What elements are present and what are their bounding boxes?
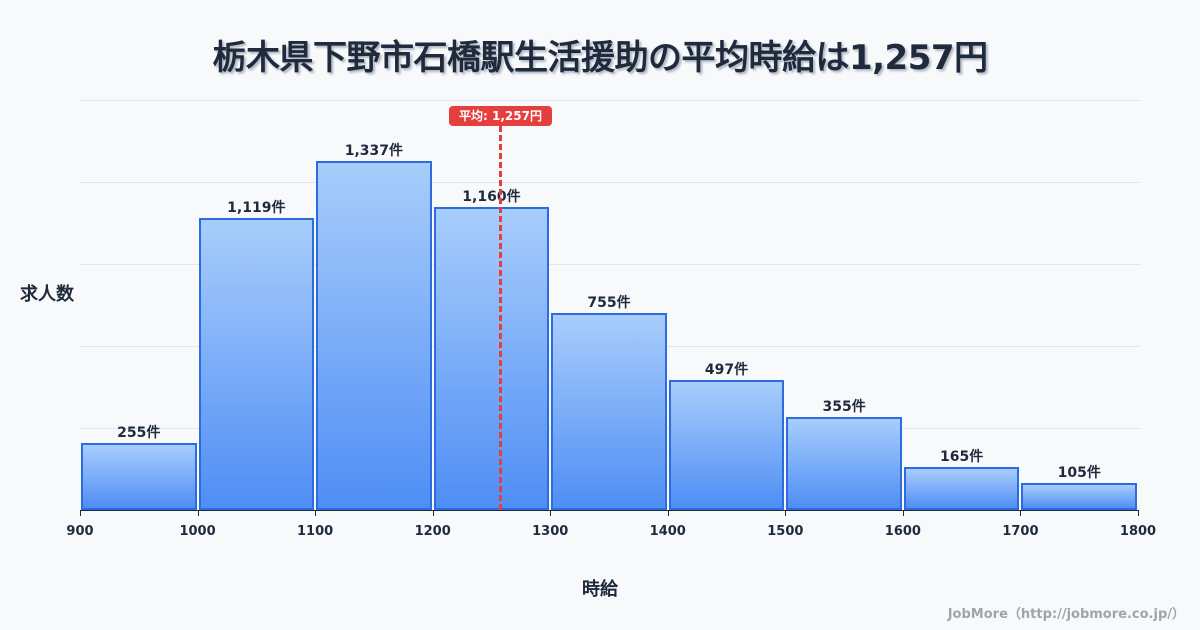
bar-value-label: 497件 — [704, 362, 749, 378]
x-tick — [1138, 510, 1139, 516]
x-tick — [550, 510, 552, 516]
bar-value-label: 355件 — [822, 399, 866, 415]
histogram-bar — [81, 443, 197, 510]
bar-value-label: 105件 — [1057, 465, 1101, 481]
plot-area: 255件 1,119件 1,337件 1,160件 755件 497件 355件 165件 10… — [80, 100, 1141, 510]
x-tick — [315, 510, 317, 516]
gridline — [80, 264, 1141, 265]
x-tick — [785, 510, 787, 516]
chart-title: 栃木県下野市石橋駅生活援助の平均時給は1,257円 — [212, 38, 988, 78]
histogram-bar — [551, 313, 667, 510]
histogram-bar — [433, 207, 550, 510]
x-tick-label: 1200 — [414, 524, 451, 539]
histogram-bar — [1021, 483, 1137, 510]
bar-value-label: 1,160件 — [462, 189, 521, 205]
x-tick-label: 1100 — [297, 524, 334, 539]
credit-text: JobMore（http://jobmore.co.jp/） — [947, 607, 1185, 622]
bar-value-label: 755件 — [587, 295, 631, 311]
bar-value-label: 1,337件 — [344, 143, 404, 159]
x-tick — [902, 510, 904, 516]
x-tick — [432, 510, 434, 516]
bar-value-label: 1,119件 — [227, 200, 286, 216]
bar-value-label: 255件 — [117, 425, 161, 441]
histogram-bar — [668, 380, 785, 510]
histogram-bar — [786, 417, 902, 510]
x-tick-label: 1400 — [649, 524, 686, 539]
x-tick — [667, 510, 669, 516]
x-tick — [197, 510, 199, 516]
x-tick-label: 900 — [66, 524, 94, 539]
y-axis-label: 求人数 — [20, 284, 74, 305]
x-axis-label: 時給 — [582, 579, 618, 600]
x-tick — [80, 510, 81, 516]
bar-value-label: 165件 — [940, 449, 984, 465]
x-tick-label: 1700 — [1002, 524, 1039, 539]
x-tick-label: 1600 — [884, 524, 921, 539]
mean-badge: 平均: 1,257円 — [449, 106, 552, 126]
histogram-bar — [198, 218, 315, 510]
x-axis — [80, 510, 1138, 511]
histogram-bar — [903, 467, 1020, 510]
histogram-bar — [316, 161, 432, 510]
x-tick-label: 1300 — [532, 524, 569, 539]
gridline — [80, 100, 1141, 101]
gridline — [80, 182, 1141, 183]
mean-line — [499, 126, 502, 510]
x-tick — [1020, 510, 1022, 516]
x-tick-label: 1000 — [179, 524, 216, 539]
x-tick-label: 1800 — [1119, 524, 1157, 539]
x-tick-label: 1500 — [767, 524, 804, 539]
